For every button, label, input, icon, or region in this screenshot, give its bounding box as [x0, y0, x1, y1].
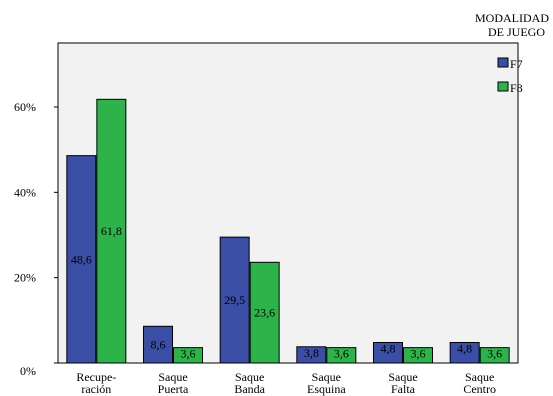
category-label: Saque Falta: [388, 370, 417, 396]
category-label: Saque Banda: [234, 370, 265, 396]
y-tick-label: 20%: [14, 271, 36, 285]
bars: [66, 98, 510, 364]
bar-value-label: 4,8: [381, 342, 396, 356]
bar-f7: [296, 346, 327, 364]
bar-value-label: 3,6: [334, 347, 349, 361]
y-tick-label: 0%: [20, 364, 36, 378]
category-label: Saque Esquina: [307, 370, 346, 396]
bar-value-label: 61,8: [101, 224, 122, 238]
category-label: Recupe-ración: [76, 370, 116, 396]
bar-f7: [373, 342, 403, 364]
bar-f7: [66, 155, 97, 364]
y-tick-label: 60%: [14, 100, 36, 114]
legend-title: MODALIDAD: [475, 11, 549, 25]
y-axis-ticks: 0% 20% 40% 60%: [14, 100, 58, 378]
legend-label: F8: [510, 81, 523, 95]
legend-swatch: [497, 57, 509, 68]
bar-f7: [449, 342, 480, 364]
bar-value-label: 3,6: [411, 347, 426, 361]
bar-f8: [249, 261, 280, 364]
bar-value-label: 29,5: [224, 293, 245, 307]
legend-swatch: [497, 81, 509, 92]
bar-value-label: 4,8: [457, 342, 472, 356]
y-tick-label: 40%: [14, 185, 36, 199]
category-label: Saque Puerta: [158, 370, 189, 396]
category-label: Saque Centro: [463, 370, 496, 396]
bar-f8: [403, 347, 433, 364]
plot-area: [57, 42, 519, 364]
bar-f7: [219, 236, 250, 364]
bar-value-label: 48,6: [71, 252, 92, 266]
x-axis-category-labels: Recupe-ración Saque Puerta Saque Banda Saque E…: [76, 370, 496, 396]
legend-title: DE JUEGO: [488, 25, 545, 39]
bar-value-label: 3,6: [181, 347, 196, 361]
bar-f8: [479, 347, 510, 364]
bar-f8: [173, 347, 203, 364]
bar-value-label: 8,6: [151, 338, 166, 352]
bar-value-label: 23,6: [254, 306, 275, 320]
bar-f8: [96, 98, 127, 364]
bar-value-labels: 48,6 61,8 8,6 3,6 29,5 23,6 3,8 3,6 4,8 3,6 4,8 3,6: [71, 224, 502, 360]
bar-value-label: 3,8: [304, 346, 319, 360]
bar-f8: [326, 347, 357, 364]
bar-f7: [143, 325, 173, 364]
legend-label: F7: [510, 57, 523, 71]
bar-value-label: 3,6: [487, 347, 502, 361]
